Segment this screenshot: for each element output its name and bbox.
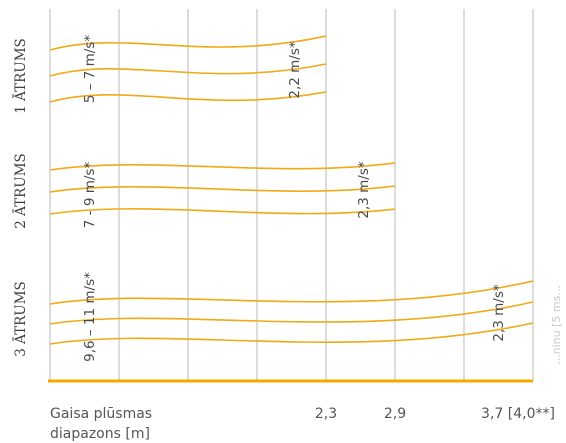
end-speed-1: 2,2 m/s* xyxy=(287,41,303,98)
flow-line-row1-3 xyxy=(49,91,327,103)
flow-line-row2-1 xyxy=(49,162,396,171)
flow-line-row3-3 xyxy=(49,322,534,345)
x-tick-1: 2,3 xyxy=(315,406,337,422)
row-label-2: 2 ĀTRUMS xyxy=(13,153,29,229)
grid xyxy=(49,9,534,380)
row-label-3: 3 ĀTRUMS xyxy=(13,281,29,357)
start-speed-1: 5 – 7 m/s* xyxy=(82,35,98,104)
x-tick-2: 2,9 xyxy=(384,406,406,422)
flow-line-row3-1 xyxy=(49,280,534,305)
xlabel-line-1: Gaisa plūsmas xyxy=(50,406,152,422)
x-tick-3: 3,7 [4,0**] xyxy=(481,406,555,422)
end-speed-3: 2,3 m/s* xyxy=(491,284,507,341)
flow-line-row2-2 xyxy=(49,185,396,193)
start-speed-2: 7 - 9 m/s* xyxy=(82,162,98,229)
flow-line-row3-2 xyxy=(49,301,534,325)
start-speed-3: 9,6 – 11 m/s* xyxy=(82,272,98,362)
row-label-1: 1 ĀTRUMS xyxy=(13,38,29,114)
flow-line-row1-1 xyxy=(49,35,327,51)
edge-fragment: ...ninu [5 ms... xyxy=(550,285,563,365)
flow-line-row1-2 xyxy=(49,63,327,77)
flow-line-row2-3 xyxy=(49,208,396,215)
end-speed-2: 2,3 m/s* xyxy=(356,161,372,218)
flow-lines xyxy=(49,35,534,345)
xlabel-line-2: diapazons [m] xyxy=(50,426,150,442)
